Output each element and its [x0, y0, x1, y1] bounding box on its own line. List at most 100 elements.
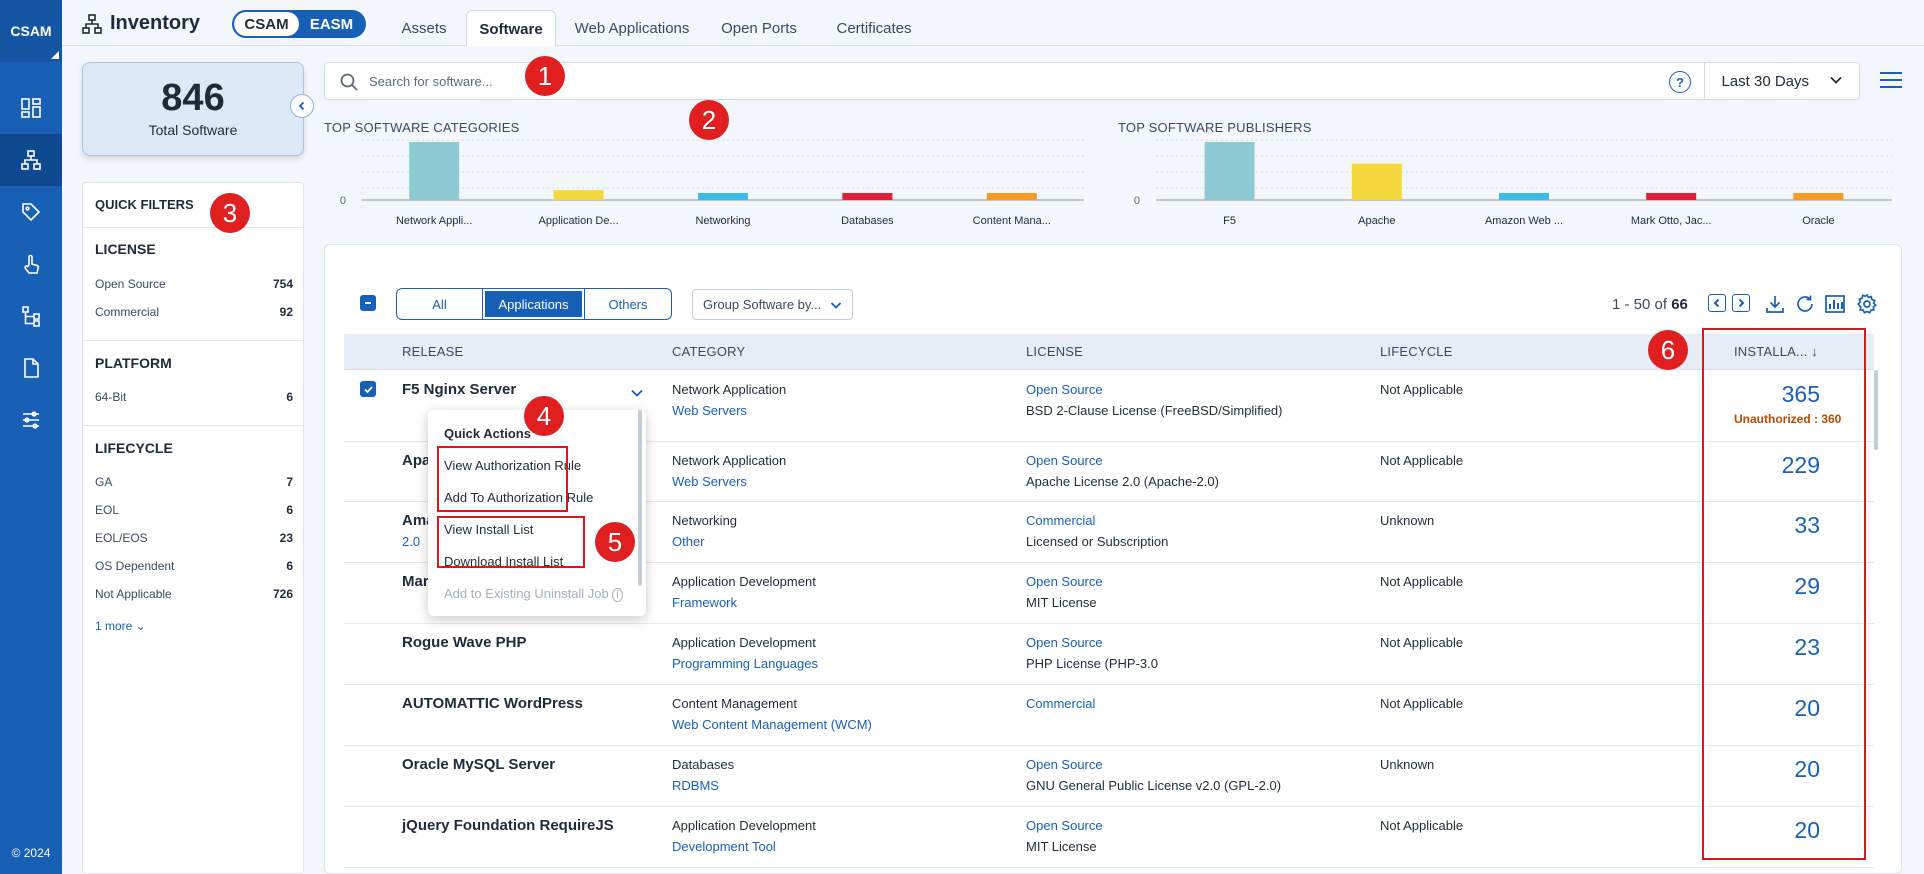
table-scrollbar[interactable]: [1874, 370, 1878, 450]
group-by-select[interactable]: Group Software by...: [692, 289, 853, 320]
table-header: [344, 334, 1874, 370]
top-bar: [62, 0, 1924, 46]
chart-bar: [1499, 193, 1549, 200]
license-type: Commercial: [1026, 513, 1096, 528]
tag-icon[interactable]: [0, 186, 62, 238]
filter-eol[interactable]: EOL 6: [95, 503, 293, 517]
chart-bar: [1646, 193, 1697, 200]
column-license[interactable]: LICENSE: [1026, 344, 1084, 359]
tab-assets[interactable]: Assets: [401, 19, 447, 37]
chart-bar: [1793, 193, 1844, 200]
callout-badge: 2: [689, 100, 729, 140]
search-input[interactable]: Search for software...: [369, 74, 493, 89]
filter-label: EOL: [95, 503, 120, 517]
license-name: MIT License: [1026, 595, 1097, 610]
row-divider: [344, 501, 1874, 502]
filter-os-dependent[interactable]: OS Dependent 6: [95, 559, 293, 573]
total-software-card: 846 Total Software: [82, 62, 304, 156]
toggle-csam[interactable]: CSAM: [234, 12, 299, 36]
tab-web-applications[interactable]: Web Applications: [574, 19, 690, 37]
sliders-icon[interactable]: [0, 394, 62, 446]
lifecycle-status: Not Applicable: [1380, 453, 1464, 468]
filter-ga[interactable]: GA 7: [95, 475, 293, 489]
installation-count[interactable]: 20: [1794, 756, 1820, 782]
next-page-button[interactable]: [1732, 294, 1750, 312]
select-all-checkbox[interactable]: [360, 295, 376, 311]
column-installations[interactable]: INSTALLA... ↓: [1734, 344, 1818, 359]
toggle-easm[interactable]: EASM: [309, 15, 354, 33]
settings-gear-icon[interactable]: [1856, 293, 1878, 315]
highlight-installations-column: [1702, 328, 1866, 860]
menu-item-add-authorization-rule[interactable]: Add To Authorization Rule: [444, 490, 594, 505]
dashboard-icon[interactable]: [0, 82, 62, 134]
publishers-chart: 0 F5 Apache Amazon Web ... Mark Otto, Jac...…: [1134, 139, 1892, 227]
x-tick-label: F5: [1223, 215, 1236, 227]
subcategory-name: Other: [672, 534, 705, 549]
show-more-filters-link[interactable]: 1 more ⌄: [95, 619, 146, 633]
chart-view-icon[interactable]: [1824, 293, 1846, 315]
release-name[interactable]: Ama: [402, 512, 435, 529]
filter-all[interactable]: All: [397, 289, 483, 319]
installation-count[interactable]: 229: [1781, 452, 1820, 478]
installation-count[interactable]: 20: [1794, 817, 1820, 843]
row-checkbox[interactable]: [360, 381, 376, 397]
collapse-panel-button[interactable]: [290, 94, 314, 118]
lifecycle-status: Unknown: [1380, 513, 1435, 528]
filter-eol-eos[interactable]: EOL/EOS 23: [95, 531, 293, 545]
lifecycle-status: Not Applicable: [1380, 818, 1464, 833]
menu-item-download-install-list[interactable]: Download Install List: [444, 554, 564, 569]
menu-item-view-install-list[interactable]: View Install List: [444, 522, 534, 537]
column-lifecycle[interactable]: LIFECYCLE: [1380, 344, 1453, 359]
row-expand-chevron-icon[interactable]: [630, 386, 644, 400]
installation-count[interactable]: 365: [1781, 381, 1820, 407]
release-name[interactable]: jQuery Foundation RequireJS: [402, 817, 614, 834]
touch-icon[interactable]: [0, 238, 62, 290]
filter-commercial[interactable]: Commercial 92: [95, 305, 293, 319]
categories-chart-title: TOP SOFTWARE CATEGORIES: [324, 120, 520, 135]
brand-logo[interactable]: CSAM: [0, 0, 62, 62]
release-name[interactable]: Mar: [402, 573, 429, 590]
column-release[interactable]: RELEASE: [402, 344, 464, 359]
installation-count[interactable]: 33: [1794, 512, 1820, 538]
download-icon[interactable]: [1764, 293, 1786, 315]
filter-open-source[interactable]: Open Source 754: [95, 277, 293, 291]
filter-count: 726: [272, 587, 293, 601]
filter-label: Open Source: [95, 277, 166, 291]
installation-count[interactable]: 20: [1794, 695, 1820, 721]
inventory-icon[interactable]: [0, 134, 62, 186]
column-category[interactable]: CATEGORY: [672, 344, 746, 359]
filter-not-applicable[interactable]: Not Applicable 726: [95, 587, 293, 601]
filter-applications[interactable]: Applications: [483, 289, 585, 319]
menu-scrollbar[interactable]: [638, 410, 642, 586]
installation-count[interactable]: 23: [1794, 634, 1820, 660]
document-icon[interactable]: [0, 342, 62, 394]
installation-count[interactable]: 29: [1794, 573, 1820, 599]
unauthorized-count[interactable]: Unauthorized : 360: [1734, 412, 1842, 426]
filter-others[interactable]: Others: [608, 296, 648, 312]
previous-page-button[interactable]: [1708, 294, 1726, 312]
release-name[interactable]: Rogue Wave PHP: [402, 634, 527, 651]
release-name[interactable]: F5 Nginx Server: [402, 381, 517, 398]
date-range-select[interactable]: Last 30 Days: [1721, 73, 1809, 90]
refresh-icon[interactable]: [1794, 293, 1816, 315]
page-title-text: Inventory: [110, 12, 201, 34]
help-icon[interactable]: ?: [1669, 71, 1691, 93]
x-tick-label: Networking: [695, 215, 750, 227]
total-software-label: Total Software: [148, 122, 238, 138]
menu-item-view-authorization-rule[interactable]: View Authorization Rule: [444, 458, 582, 473]
chart-bar: [553, 190, 604, 200]
categories-chart: 0 Network Appli... Application De... Networ…: [340, 139, 1084, 227]
tab-software[interactable]: Software: [466, 10, 556, 47]
filter-64-bit[interactable]: 64-Bit 6: [95, 390, 293, 404]
filter-count: 754: [272, 277, 293, 291]
hierarchy-icon[interactable]: [0, 290, 62, 342]
release-name[interactable]: Apa: [402, 452, 431, 469]
tab-open-ports[interactable]: Open Ports: [721, 19, 797, 37]
chart-bar: [698, 193, 748, 200]
tab-certificates[interactable]: Certificates: [836, 19, 912, 37]
chevron-down-icon[interactable]: [1829, 73, 1843, 87]
menu-icon[interactable]: [1880, 72, 1902, 90]
release-name[interactable]: Oracle MySQL Server: [402, 756, 556, 773]
csam-easm-toggle[interactable]: CSAM EASM: [232, 10, 366, 38]
release-name[interactable]: AUTOMATTIC WordPress: [402, 695, 583, 712]
